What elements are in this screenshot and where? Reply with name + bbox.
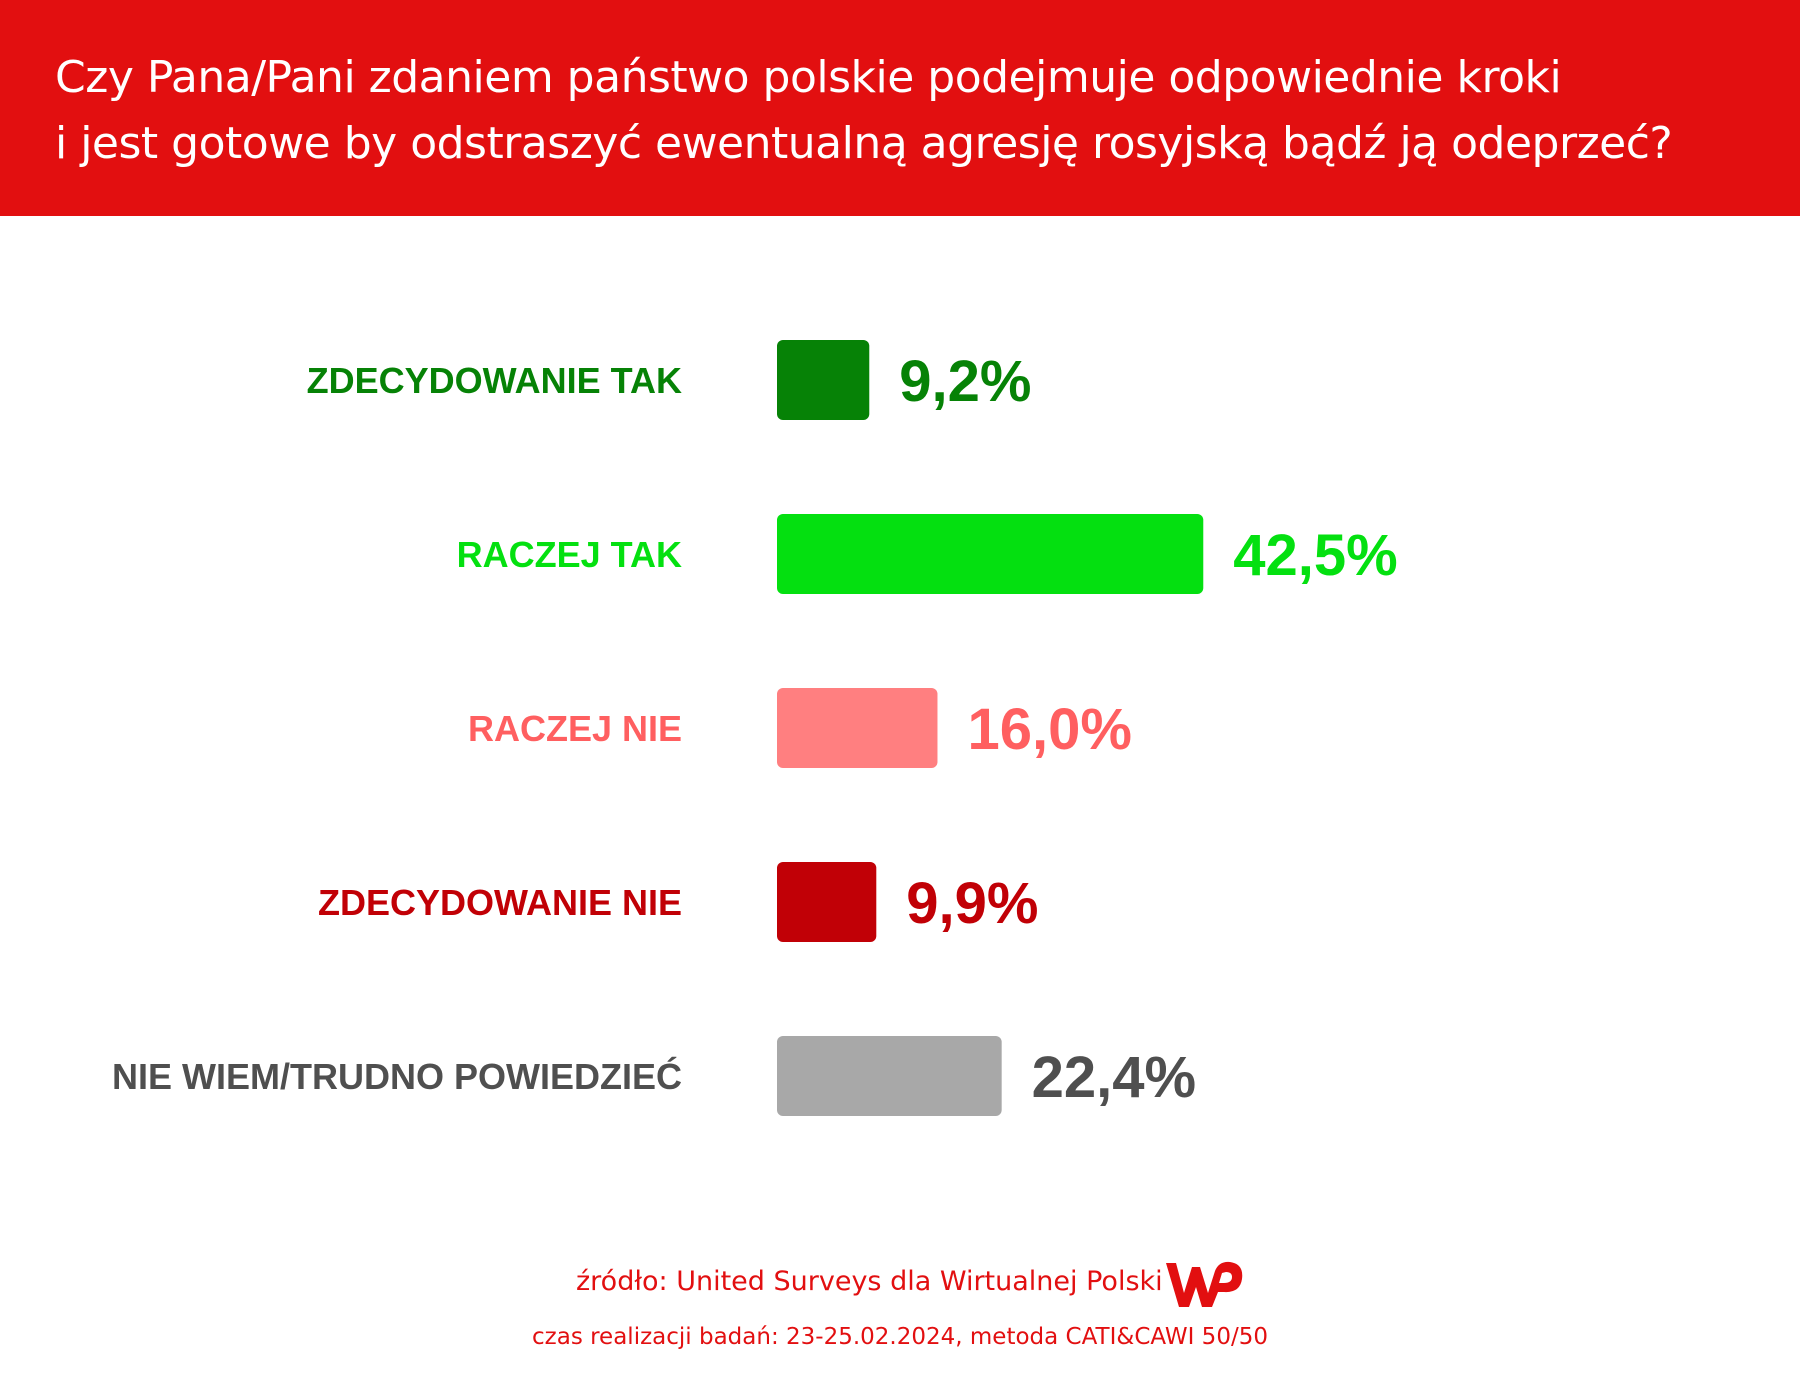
bar: [777, 1036, 1002, 1116]
bar-row: ZDECYDOWANIE TAK 9,2%: [307, 340, 1031, 420]
category-label: ZDECYDOWANIE NIE: [318, 882, 682, 923]
bar: [777, 340, 870, 420]
header-banner: Czy Pana/Pani zdaniem państwo polskie po…: [0, 0, 1800, 216]
bar-row: NIE WIEM/TRUDNO POWIEDZIEĆ 22,4%: [112, 1036, 1196, 1116]
category-label: RACZEJ TAK: [457, 534, 682, 575]
bar: [777, 688, 938, 768]
bar: [777, 862, 877, 942]
category-label: NIE WIEM/TRUDNO POWIEDZIEĆ: [112, 1055, 682, 1097]
category-label: RACZEJ NIE: [468, 708, 682, 749]
category-label: ZDECYDOWANIE TAK: [307, 360, 682, 401]
value-label: 9,9%: [906, 871, 1038, 936]
chart-title-line-1: Czy Pana/Pani zdaniem państwo polskie po…: [55, 52, 1562, 103]
value-label: 9,2%: [899, 349, 1031, 414]
bar-chart: ZDECYDOWANIE TAK 9,2%RACZEJ TAK 42,5%RACZE…: [112, 340, 1398, 1116]
bar-row: ZDECYDOWANIE NIE 9,9%: [318, 862, 1039, 942]
survey-period-note: czas realizacji badań: 23-25.02.2024, me…: [532, 1324, 1268, 1350]
source-note: źródło: United Surveys dla Wirtualnej Po…: [576, 1266, 1163, 1297]
value-label: 16,0%: [967, 697, 1131, 762]
value-label: 22,4%: [1032, 1045, 1196, 1110]
wp-logo: [1166, 1261, 1243, 1307]
bar: [777, 514, 1204, 594]
bar-row: RACZEJ NIE 16,0%: [468, 688, 1132, 768]
chart-title-line-2: i jest gotowe by odstraszyć ewentualną a…: [55, 118, 1673, 169]
value-label: 42,5%: [1233, 523, 1397, 588]
bar-row: RACZEJ TAK 42,5%: [457, 514, 1398, 594]
